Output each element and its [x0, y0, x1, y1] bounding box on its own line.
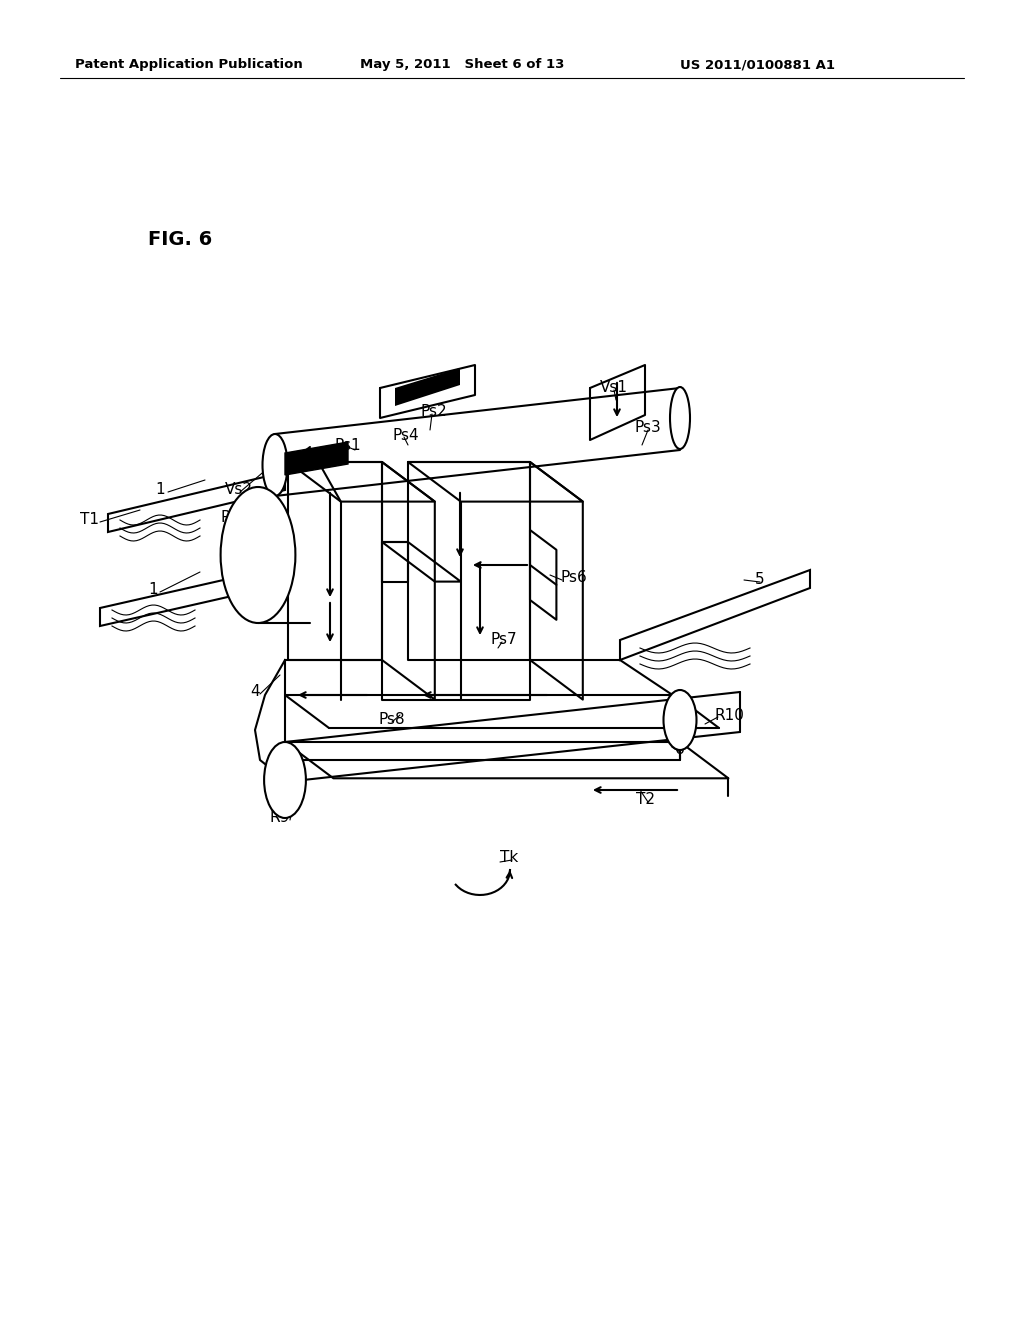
Text: Ps2: Ps2	[420, 404, 446, 420]
Text: FIG. 6: FIG. 6	[148, 230, 212, 249]
Text: Ps7: Ps7	[490, 632, 517, 648]
Text: 4: 4	[250, 685, 260, 700]
Text: May 5, 2011   Sheet 6 of 13: May 5, 2011 Sheet 6 of 13	[360, 58, 564, 71]
Ellipse shape	[262, 434, 288, 496]
Polygon shape	[620, 570, 810, 660]
Polygon shape	[100, 566, 285, 626]
Ellipse shape	[220, 487, 295, 623]
Ellipse shape	[264, 742, 306, 818]
Text: Ps8: Ps8	[378, 713, 404, 727]
Text: Tk: Tk	[500, 850, 518, 866]
Text: R3: R3	[220, 511, 241, 525]
Text: Patent Application Publication: Patent Application Publication	[75, 58, 303, 71]
Ellipse shape	[664, 690, 696, 750]
Text: 1: 1	[148, 582, 158, 598]
Text: R10: R10	[714, 708, 743, 722]
Polygon shape	[108, 473, 285, 532]
Text: T1: T1	[80, 512, 99, 528]
Polygon shape	[395, 368, 460, 407]
Text: Ps1: Ps1	[335, 437, 361, 453]
Text: 5: 5	[755, 573, 765, 587]
Text: 6: 6	[675, 742, 685, 758]
Polygon shape	[285, 442, 348, 475]
Text: T2: T2	[636, 792, 655, 808]
Text: 1: 1	[155, 483, 165, 498]
Text: Vs1: Vs1	[600, 380, 628, 396]
Text: Ps6: Ps6	[560, 570, 587, 586]
Text: Ps4: Ps4	[392, 428, 419, 442]
Text: Ps5: Ps5	[287, 453, 313, 467]
Text: Ps3: Ps3	[635, 421, 662, 436]
Text: R9: R9	[269, 810, 290, 825]
Ellipse shape	[670, 387, 690, 449]
Text: Vs2: Vs2	[225, 483, 253, 498]
Text: US 2011/0100881 A1: US 2011/0100881 A1	[680, 58, 835, 71]
